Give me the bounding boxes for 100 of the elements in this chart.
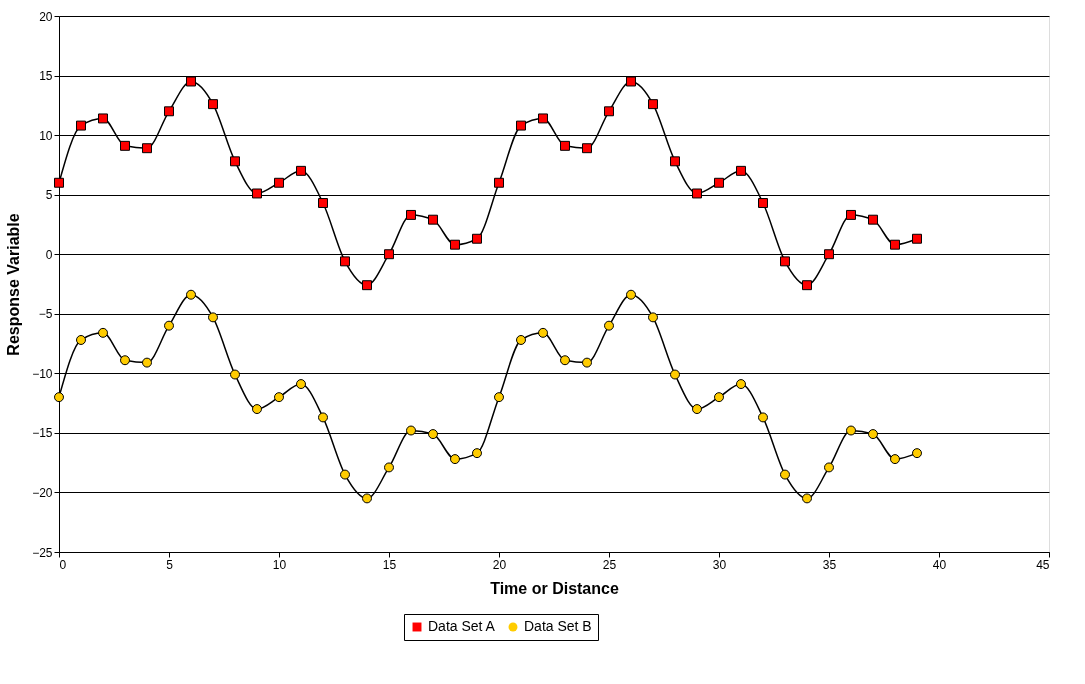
- point: [648, 312, 658, 323]
- point: [582, 143, 592, 154]
- legend-label: Data Set B: [524, 618, 592, 634]
- point: [890, 239, 900, 250]
- point: [626, 289, 636, 300]
- point: [252, 188, 262, 199]
- legend-label: Data Set A: [428, 618, 496, 634]
- point: [494, 392, 504, 403]
- y-axis-title: Response Variable: [5, 213, 23, 356]
- point: [846, 209, 856, 220]
- y-tick-label: 5: [45, 188, 53, 203]
- y-tick-label: −5: [38, 307, 53, 322]
- x-tick-label: 15: [382, 557, 397, 572]
- point: [98, 113, 108, 124]
- point: [758, 198, 768, 208]
- x-axis-title: Time or Distance: [490, 579, 619, 597]
- point: [340, 256, 350, 267]
- point: [912, 233, 922, 244]
- point: [560, 355, 570, 366]
- x-tick-label: 20: [492, 557, 507, 572]
- x-tick-label: 0: [59, 557, 67, 572]
- point: [780, 469, 790, 480]
- point: [516, 120, 526, 131]
- point: [736, 165, 746, 176]
- point: [384, 462, 394, 473]
- y-tick-label: 10: [39, 128, 53, 143]
- x-tick-label: 40: [932, 557, 947, 572]
- point: [626, 76, 636, 87]
- point: [186, 76, 196, 87]
- point: [142, 357, 152, 368]
- point: [560, 140, 570, 151]
- point: [76, 335, 86, 345]
- point: [406, 209, 416, 220]
- point: [340, 469, 350, 480]
- point: [890, 454, 900, 465]
- point: [824, 249, 834, 260]
- point: [912, 448, 922, 459]
- y-tick-label: 0: [45, 247, 53, 262]
- point: [670, 156, 680, 167]
- point: [230, 369, 240, 380]
- point: [252, 404, 262, 415]
- point: [582, 357, 592, 368]
- y-tick-label: −15: [32, 426, 53, 441]
- point: [692, 404, 702, 415]
- x-tick-label: 45: [1036, 557, 1050, 572]
- point: [714, 392, 724, 403]
- point: [142, 143, 152, 154]
- point: [274, 392, 284, 403]
- point: [428, 429, 438, 440]
- point: [54, 177, 64, 188]
- point: [868, 214, 878, 225]
- x-tick-label: 10: [272, 557, 287, 572]
- point: [208, 99, 218, 110]
- x-tick-label: 25: [602, 557, 617, 572]
- point: [648, 99, 658, 110]
- point: [54, 392, 64, 403]
- point: [802, 280, 812, 291]
- point: [296, 165, 306, 176]
- point: [186, 289, 196, 300]
- point: [538, 327, 548, 338]
- point: [802, 493, 812, 504]
- y-tick-label: −20: [32, 485, 53, 500]
- x-tick-label: 35: [822, 557, 837, 572]
- point: [670, 369, 680, 380]
- x-tick-label: 30: [712, 557, 727, 572]
- point: [362, 280, 372, 291]
- point: [758, 412, 768, 423]
- point: [494, 177, 504, 188]
- point: [736, 379, 746, 390]
- point: [76, 120, 86, 131]
- point: [604, 320, 614, 331]
- y-tick-label: −25: [32, 545, 53, 560]
- point: [472, 448, 482, 459]
- point: [318, 412, 328, 423]
- point: [714, 177, 724, 188]
- y-tick-label: 15: [39, 69, 53, 84]
- point: [780, 256, 790, 267]
- point: [362, 493, 372, 504]
- point: [472, 233, 482, 244]
- point: [384, 249, 394, 260]
- point: [824, 462, 834, 473]
- y-tick-label: 20: [39, 9, 53, 24]
- point: [406, 425, 416, 436]
- x-tick-label: 5: [166, 557, 174, 572]
- point: [538, 113, 548, 124]
- point: [450, 239, 460, 250]
- point: [164, 320, 174, 331]
- point: [98, 327, 108, 338]
- point: [604, 106, 614, 117]
- point: [450, 454, 460, 465]
- point: [230, 156, 240, 167]
- point: [846, 425, 856, 436]
- point: [274, 177, 284, 188]
- point: [516, 335, 526, 345]
- point: [692, 188, 702, 199]
- point: [208, 312, 218, 323]
- y-tick-label: −10: [32, 366, 53, 381]
- point: [868, 429, 878, 440]
- point: [296, 379, 306, 390]
- point: [120, 355, 130, 366]
